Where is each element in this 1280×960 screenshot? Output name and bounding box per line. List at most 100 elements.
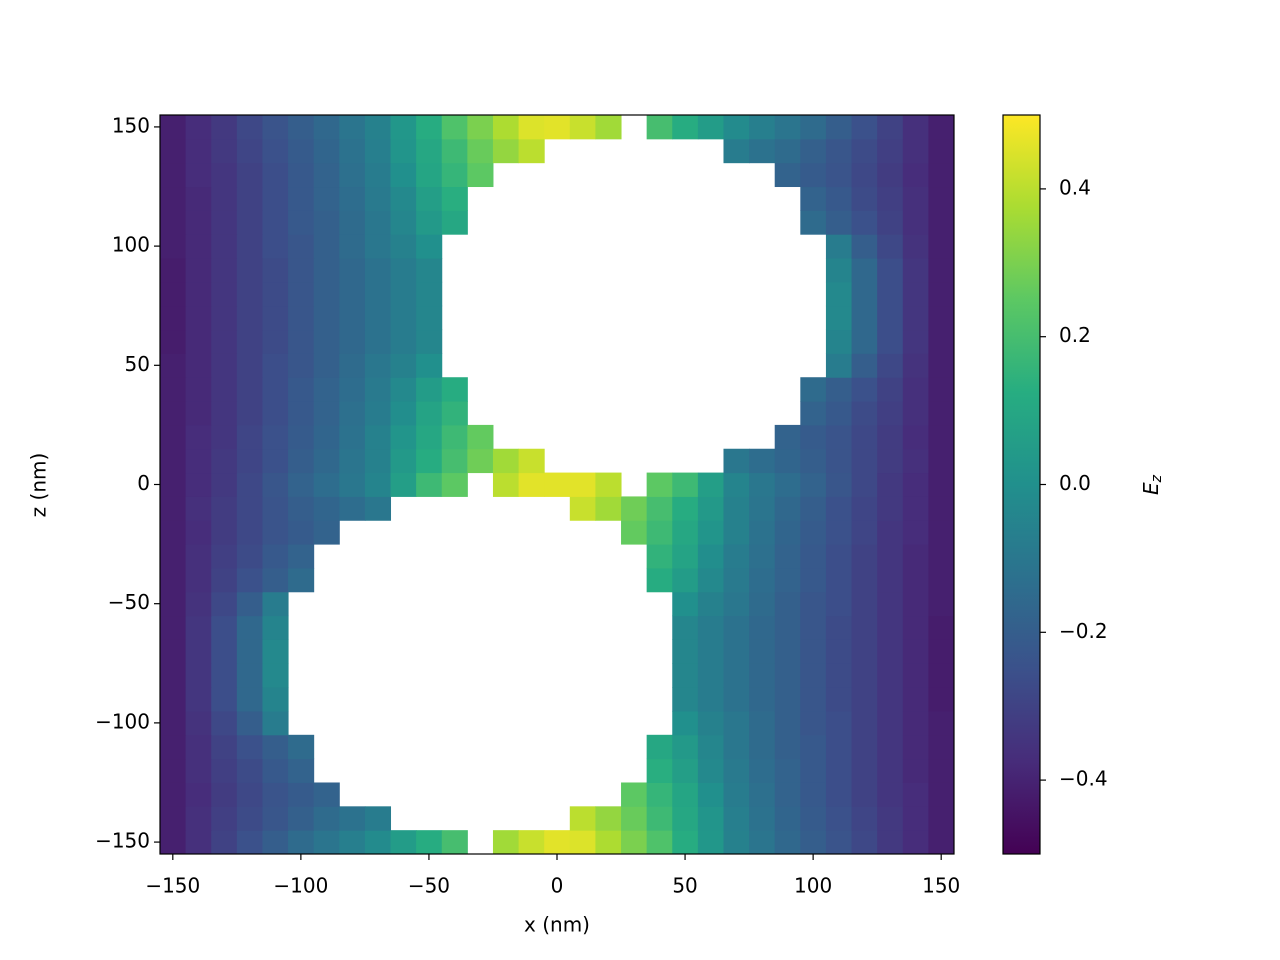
heatmap-cell <box>825 734 853 760</box>
heatmap-cell <box>416 210 443 235</box>
heatmap-cell <box>902 329 929 354</box>
heatmap-cell <box>646 734 673 760</box>
heatmap-cell <box>185 544 212 569</box>
heatmap-cell <box>723 782 750 807</box>
heatmap-cell <box>441 186 468 211</box>
heatmap-cell <box>902 806 929 831</box>
heatmap-cell <box>160 329 187 354</box>
heatmap-cell <box>262 305 289 331</box>
heatmap-cell <box>825 115 853 140</box>
heatmap-cell <box>851 162 878 188</box>
heatmap-cell <box>902 782 929 807</box>
heatmap-cell <box>211 472 238 497</box>
heatmap-cell <box>185 615 212 640</box>
heatmap-cell <box>211 806 238 831</box>
heatmap-cell <box>160 353 187 378</box>
x-tick-label: 50 <box>672 874 697 898</box>
colorbar-label-base: E <box>1139 482 1163 495</box>
heatmap-cell <box>595 830 622 855</box>
heatmap-cell <box>262 496 289 521</box>
heatmap-cell <box>262 472 289 497</box>
heatmap-cell <box>800 496 827 521</box>
heatmap-cell <box>185 591 212 617</box>
heatmap-cell <box>877 663 904 688</box>
heatmap-cell <box>877 496 904 521</box>
heatmap-cell <box>877 162 904 188</box>
heatmap-cell <box>211 401 238 426</box>
heatmap-cell <box>877 258 904 283</box>
heatmap-cell <box>672 639 699 664</box>
heatmap-cell <box>160 806 187 831</box>
heatmap-cell <box>544 830 571 855</box>
heatmap-cell <box>339 329 366 354</box>
heatmap-cell <box>288 234 315 259</box>
heatmap-cell <box>697 639 724 664</box>
colorbar-label-sub: z <box>1149 474 1165 483</box>
heatmap-cell <box>211 115 238 140</box>
heatmap-cell <box>672 830 699 855</box>
heatmap-cell <box>749 496 776 521</box>
heatmap-cell <box>825 520 853 545</box>
heatmap-cell <box>441 448 468 474</box>
heatmap-cell <box>877 520 904 545</box>
heatmap-cell <box>236 305 263 331</box>
heatmap-cell <box>569 115 596 140</box>
heatmap-cell <box>390 305 417 331</box>
heatmap-cell <box>774 496 801 521</box>
heatmap-cell <box>774 830 801 855</box>
heatmap-cell <box>288 281 315 307</box>
heatmap-cell <box>825 591 853 617</box>
heatmap-cell <box>288 138 315 164</box>
heatmap-cell <box>825 639 853 664</box>
heatmap-cell <box>825 615 853 640</box>
heatmap-cell <box>441 162 468 188</box>
heatmap-cell <box>851 591 878 617</box>
heatmap-cell <box>749 687 776 712</box>
heatmap-cell <box>288 401 315 426</box>
heatmap-cell <box>877 305 904 331</box>
heatmap-cell <box>288 830 315 855</box>
heatmap-cell <box>364 401 392 426</box>
heatmap-cell <box>877 329 904 354</box>
heatmap-cell <box>800 162 827 188</box>
heatmap-cell <box>339 806 366 831</box>
heatmap-cell <box>902 544 929 569</box>
heatmap-cell <box>185 806 212 831</box>
heatmap-cell <box>236 520 263 545</box>
heatmap-cell <box>160 544 187 569</box>
heatmap-cell <box>825 758 853 783</box>
heatmap-cell <box>236 639 263 664</box>
heatmap-cell <box>749 615 776 640</box>
heatmap-cell <box>851 115 878 140</box>
heatmap-cell <box>211 663 238 688</box>
heatmap-cell <box>774 448 801 474</box>
heatmap-cell <box>339 448 366 474</box>
heatmap-cell <box>390 281 417 307</box>
heatmap-cell <box>569 496 596 521</box>
heatmap-cell <box>928 448 955 474</box>
heatmap-cell <box>236 138 263 164</box>
heatmap-cell <box>211 186 238 211</box>
heatmap-cell <box>800 782 827 807</box>
heatmap-cell <box>262 663 289 688</box>
heatmap-cell <box>928 710 955 736</box>
heatmap-cell <box>288 806 315 831</box>
heatmap-cell <box>262 329 289 354</box>
heatmap-cell <box>262 234 289 259</box>
heatmap-cell <box>236 472 263 497</box>
heatmap-cell <box>416 162 443 188</box>
heatmap-cell <box>723 687 750 712</box>
x-axis-label: x (nm) <box>524 913 590 937</box>
heatmap-cell <box>749 544 776 569</box>
heatmap-cell <box>877 710 904 736</box>
heatmap-cell <box>851 234 878 259</box>
heatmap-cell <box>902 472 929 497</box>
heatmap-cell <box>902 186 929 211</box>
heatmap-cell <box>851 258 878 283</box>
heatmap-cell <box>262 710 289 736</box>
heatmap-cell <box>621 830 648 855</box>
heatmap-cell <box>416 401 443 426</box>
heatmap-cell <box>851 710 878 736</box>
heatmap-cell <box>492 115 520 140</box>
